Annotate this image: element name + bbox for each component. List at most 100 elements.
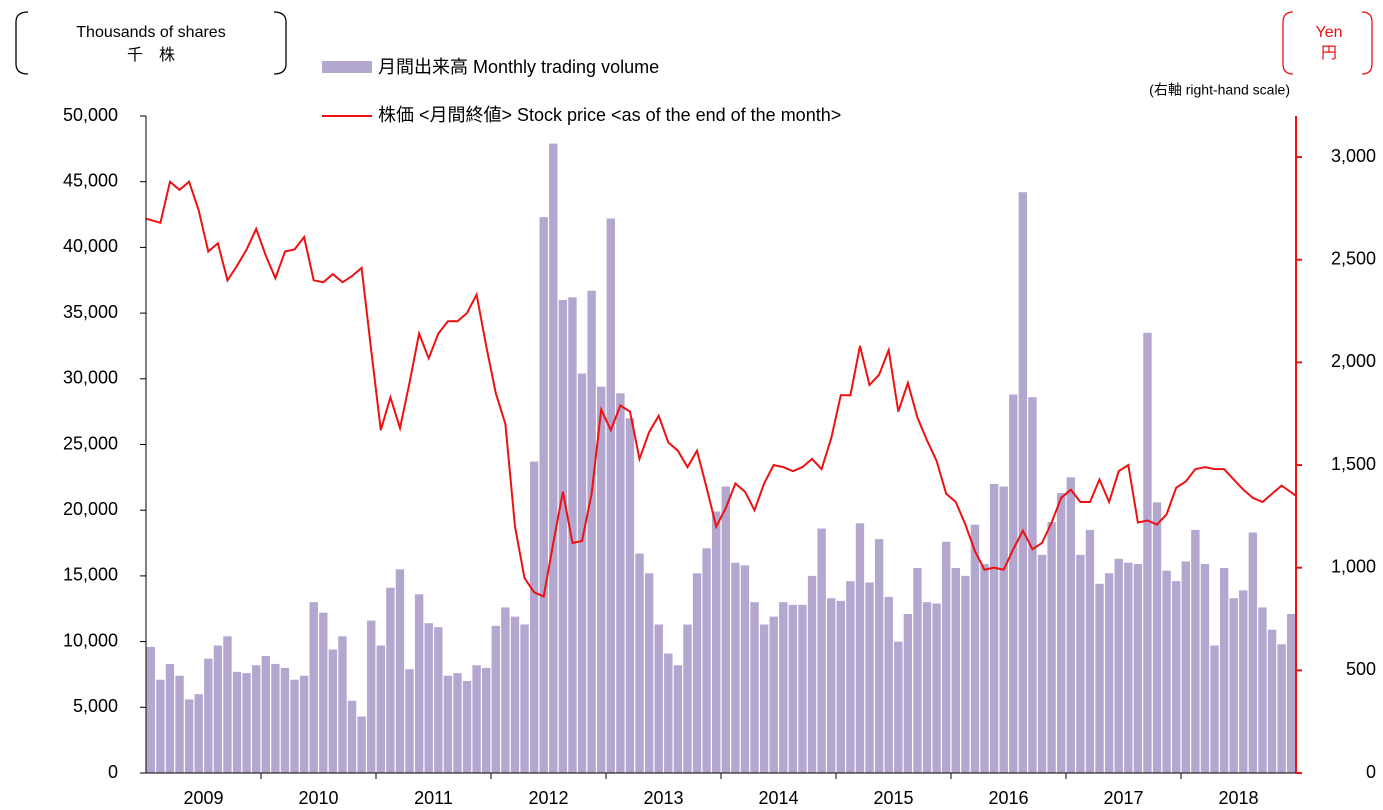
bar: [520, 624, 529, 773]
bar: [712, 511, 721, 773]
bar: [625, 418, 635, 773]
bar: [539, 217, 548, 774]
bar: [338, 636, 347, 773]
bar: [989, 483, 999, 773]
bar: [299, 675, 309, 773]
bar: [424, 623, 433, 773]
y-tick-label: 35,000: [63, 302, 118, 322]
bar: [1066, 477, 1075, 773]
y-axis-label: 千 株: [127, 46, 175, 64]
bar: [922, 602, 932, 773]
bar: [1152, 502, 1162, 773]
bar: [846, 581, 855, 773]
bar: [434, 627, 443, 773]
bar: [232, 671, 242, 773]
bar: [970, 524, 980, 773]
bar: [558, 299, 568, 773]
bar: [855, 523, 865, 773]
bar: [1085, 529, 1095, 773]
bar: [577, 373, 587, 773]
bar: [1124, 562, 1133, 773]
y-tick-label: 20,000: [63, 499, 118, 519]
bar: [328, 649, 338, 773]
bar: [252, 665, 261, 773]
x-tick-label: 2015: [873, 788, 913, 808]
bar: [788, 604, 798, 773]
bar: [1287, 614, 1296, 773]
bracket: [15, 11, 29, 75]
bar: [1095, 583, 1104, 773]
bar: [1076, 554, 1085, 773]
x-tick-label: 2014: [758, 788, 798, 808]
bar: [386, 587, 395, 773]
bar: [165, 663, 175, 773]
y2-tick-label: 0: [1366, 762, 1376, 782]
bar: [146, 646, 155, 773]
bar: [759, 624, 769, 773]
bar: [1248, 532, 1258, 773]
bar: [664, 653, 673, 773]
bar: [213, 645, 223, 773]
bar: [798, 604, 807, 773]
bar: [414, 594, 424, 773]
y-axis-label: Thousands of shares: [76, 24, 225, 41]
bar: [1210, 645, 1219, 773]
bar: [1267, 629, 1277, 773]
bar: [1028, 397, 1037, 773]
y-tick-label: 45,000: [63, 170, 118, 190]
legend-swatch: [322, 61, 372, 73]
y2-tick-label: 1,500: [1331, 454, 1376, 474]
y-tick-label: 25,000: [63, 433, 118, 453]
bar: [376, 645, 385, 773]
bar: [1239, 590, 1248, 773]
bar: [194, 694, 203, 773]
bar: [616, 393, 625, 773]
bar: [290, 679, 299, 773]
bar: [1057, 493, 1066, 773]
y2-tick-label: 3,000: [1331, 146, 1376, 166]
bar: [1018, 192, 1028, 773]
x-tick-label: 2016: [988, 788, 1028, 808]
bar: [1133, 564, 1143, 773]
bar: [529, 461, 539, 773]
bar: [1114, 558, 1123, 773]
y2-tick-label: 500: [1346, 659, 1376, 679]
bar: [913, 568, 922, 773]
bar: [1200, 564, 1210, 773]
bar: [156, 679, 165, 773]
bar: [884, 596, 893, 773]
bar: [894, 641, 903, 773]
bar: [1104, 573, 1114, 773]
bar: [836, 600, 845, 773]
bar: [999, 486, 1008, 773]
bar: [721, 486, 730, 773]
bar: [367, 620, 376, 773]
bracket: [1282, 11, 1294, 75]
x-tick-label: 2010: [298, 788, 338, 808]
bar: [942, 541, 951, 773]
bar: [731, 562, 740, 773]
bar: [261, 656, 270, 773]
bar: [482, 667, 491, 773]
bar: [175, 675, 184, 773]
bar: [510, 616, 520, 773]
y-tick-label: 15,000: [63, 565, 118, 585]
bar: [951, 568, 960, 773]
y-tick-label: 0: [108, 762, 118, 782]
bar: [692, 573, 702, 773]
bar: [779, 602, 788, 773]
bar: [769, 616, 778, 773]
bar: [1258, 607, 1267, 773]
y2-axis-label: 円: [1321, 45, 1337, 62]
bar: [1172, 581, 1181, 773]
bar: [1162, 570, 1171, 773]
bar: [750, 602, 759, 773]
legend-label: 月間出来高 Monthly trading volume: [378, 57, 659, 77]
bar: [280, 667, 290, 773]
bracket: [1361, 11, 1373, 75]
bar: [453, 673, 462, 773]
bar: [980, 564, 989, 773]
bar: [817, 528, 826, 773]
bar: [1047, 522, 1056, 773]
